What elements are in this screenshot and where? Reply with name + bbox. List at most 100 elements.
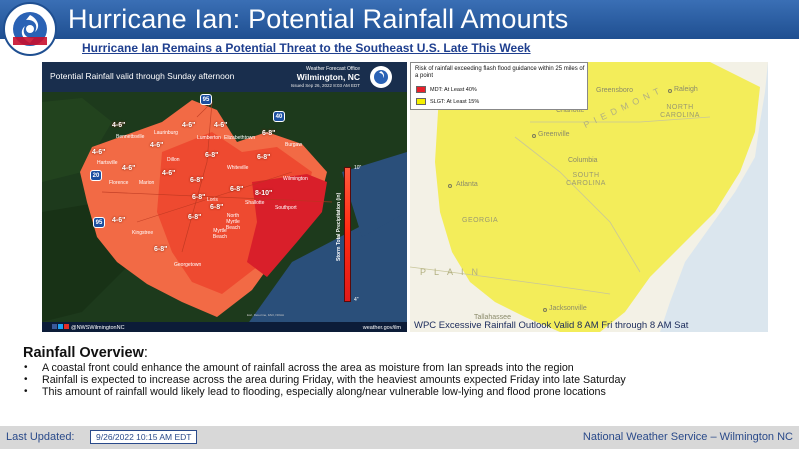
legend-swatch-slight bbox=[416, 98, 426, 105]
city-label: Georgetown bbox=[174, 262, 202, 268]
overview-bullet: This amount of rainfall would likely lea… bbox=[22, 386, 782, 398]
legend-label-moderate: MDT: At Least 40% bbox=[430, 87, 477, 93]
slight-risk-area bbox=[435, 62, 760, 332]
rain-amount-label: 4-6" bbox=[150, 142, 164, 149]
city-label: Wilmington bbox=[283, 176, 308, 182]
city-marker bbox=[668, 89, 672, 93]
county-line bbox=[181, 101, 213, 253]
city-label: Raleigh bbox=[674, 86, 698, 93]
overview-bullet: A coastal front could enhance the amount… bbox=[22, 362, 782, 374]
terrain-patch bbox=[42, 98, 112, 182]
region-label: PLAIN bbox=[420, 267, 487, 277]
youtube-icon[interactable] bbox=[64, 324, 69, 329]
city-label: North Myrtle Beach bbox=[225, 213, 241, 231]
scale-max-label: 10" bbox=[354, 165, 362, 171]
title-bar: Hurricane Ian: Potential Rainfall Amount… bbox=[0, 0, 799, 39]
county-line bbox=[136, 171, 293, 223]
city-label: Greenville bbox=[538, 131, 570, 138]
legend-swatch-moderate bbox=[416, 86, 426, 93]
city-label: Atlanta bbox=[456, 181, 478, 188]
city-label: Bennettsville bbox=[116, 134, 145, 140]
nws-small-logo bbox=[370, 66, 392, 88]
facebook-icon[interactable] bbox=[52, 324, 57, 329]
ocean bbox=[342, 152, 407, 237]
rain-amount-label: 6-8" bbox=[257, 154, 271, 161]
city-label: Greensboro bbox=[596, 87, 633, 94]
rain-amount-label: 6-8" bbox=[192, 194, 206, 201]
outlook-map-graphic bbox=[410, 62, 768, 332]
city-label: Shallotte bbox=[245, 200, 265, 206]
page-title: Hurricane Ian: Potential Rainfall Amount… bbox=[68, 4, 569, 34]
city-marker bbox=[543, 308, 547, 312]
city-label: Laurinburg bbox=[154, 130, 178, 136]
city-marker bbox=[448, 184, 452, 188]
rain-amount-label: 4-6" bbox=[182, 122, 196, 129]
excessive-rainfall-outlook-map: PIEDMONT PLAIN Greensboro Raleigh Charlo… bbox=[410, 62, 768, 332]
rain-amount-label: 6-8" bbox=[154, 246, 168, 253]
rain-amount-label: 6-8" bbox=[190, 177, 204, 184]
rainfall-map-footer: @NWSWilmingtonNC weather.gov/ilm bbox=[42, 322, 407, 332]
rain-amount-label: 4-6" bbox=[92, 149, 106, 156]
city-label: Jacksonville bbox=[549, 305, 587, 312]
page-subtitle[interactable]: Hurricane Ian Remains a Potential Threat… bbox=[82, 41, 531, 55]
nws-logo bbox=[3, 2, 57, 56]
city-label: Kingstree bbox=[132, 230, 154, 236]
overview-bullet: Rainfall is expected to increase across … bbox=[22, 374, 782, 386]
website-link[interactable]: weather.gov/ilm bbox=[362, 325, 401, 331]
rainfall-map-title: Potential Rainfall valid through Sunday … bbox=[50, 71, 235, 81]
precip-scale-bar bbox=[344, 167, 351, 302]
rain-amount-label: 6-8" bbox=[205, 152, 219, 159]
ocean bbox=[660, 62, 768, 332]
overview-bullets: A coastal front could enhance the amount… bbox=[22, 362, 782, 398]
twitter-icon[interactable] bbox=[58, 324, 63, 329]
social-handle-text: @NWSWilmingtonNC bbox=[71, 325, 125, 331]
outlook-caption: WPC Excessive Rainfall Outlook Valid 8 A… bbox=[414, 320, 689, 331]
outlook-legend: Risk of rainfall exceeding flash flood g… bbox=[410, 62, 588, 110]
state-border bbox=[514, 136, 641, 273]
state-label: NORTH CAROLINA bbox=[660, 104, 700, 119]
rain-amount-label: 4-6" bbox=[122, 165, 136, 172]
footer-bar: Last Updated: 9/26/2022 10:15 AM EDT Nat… bbox=[0, 426, 799, 449]
office-name: Wilmington, NC bbox=[296, 72, 360, 82]
rain-amount-label: 6-8" bbox=[262, 130, 276, 137]
overview-title: Rainfall Overview bbox=[23, 345, 144, 361]
rainfall-map: Potential Rainfall valid through Sunday … bbox=[42, 62, 407, 332]
state-border bbox=[410, 266, 611, 295]
rain-amount-label: 4-6" bbox=[214, 122, 228, 129]
rainfall-map-header: Potential Rainfall valid through Sunday … bbox=[42, 62, 407, 92]
legend-title: Risk of rainfall exceeding flash flood g… bbox=[415, 66, 585, 79]
social-handle[interactable]: @NWSWilmingtonNC bbox=[52, 324, 125, 331]
city-label: Marion bbox=[139, 180, 155, 186]
rain-band-8-10 bbox=[247, 174, 327, 277]
route-shield: 20 bbox=[90, 170, 102, 181]
city-label: Dillon bbox=[167, 157, 180, 163]
rain-amount-label: 6-8" bbox=[210, 204, 224, 211]
city-label: Columbia bbox=[568, 157, 598, 164]
city-label: Tallahassee bbox=[474, 314, 511, 321]
rain-amount-label: 6-8" bbox=[188, 214, 202, 221]
city-label: Loris bbox=[207, 197, 218, 203]
city-label: Florence bbox=[109, 180, 129, 186]
route-shield: 95 bbox=[200, 94, 212, 105]
overview-heading: Rainfall Overview: bbox=[23, 345, 148, 361]
city-label: Burgaw bbox=[285, 142, 302, 148]
rainfall-map-graphic bbox=[42, 62, 407, 332]
county-line bbox=[101, 191, 333, 203]
route-shield: 40 bbox=[273, 111, 285, 122]
rain-amount-label: 4-6" bbox=[112, 217, 126, 224]
city-label: Myrtle Beach bbox=[212, 228, 228, 240]
city-label: Whiteville bbox=[227, 165, 249, 171]
route-shield: 95 bbox=[93, 217, 105, 228]
city-label: Southport bbox=[275, 205, 297, 211]
rain-amount-label: 6-8" bbox=[230, 186, 244, 193]
legend-label-slight: SLGT: At Least 15% bbox=[430, 99, 480, 105]
organization-name: National Weather Service – Wilmington NC bbox=[582, 431, 793, 443]
rain-amount-label: 8-10" bbox=[255, 190, 273, 197]
city-label: Lumberton bbox=[197, 135, 221, 141]
city-label: Hartsville bbox=[97, 160, 118, 166]
city-label: Elizabethtown bbox=[224, 135, 256, 141]
state-label: SOUTH CAROLINA bbox=[566, 172, 606, 187]
city-label: Charlotte bbox=[556, 107, 585, 114]
state-border bbox=[530, 116, 711, 123]
